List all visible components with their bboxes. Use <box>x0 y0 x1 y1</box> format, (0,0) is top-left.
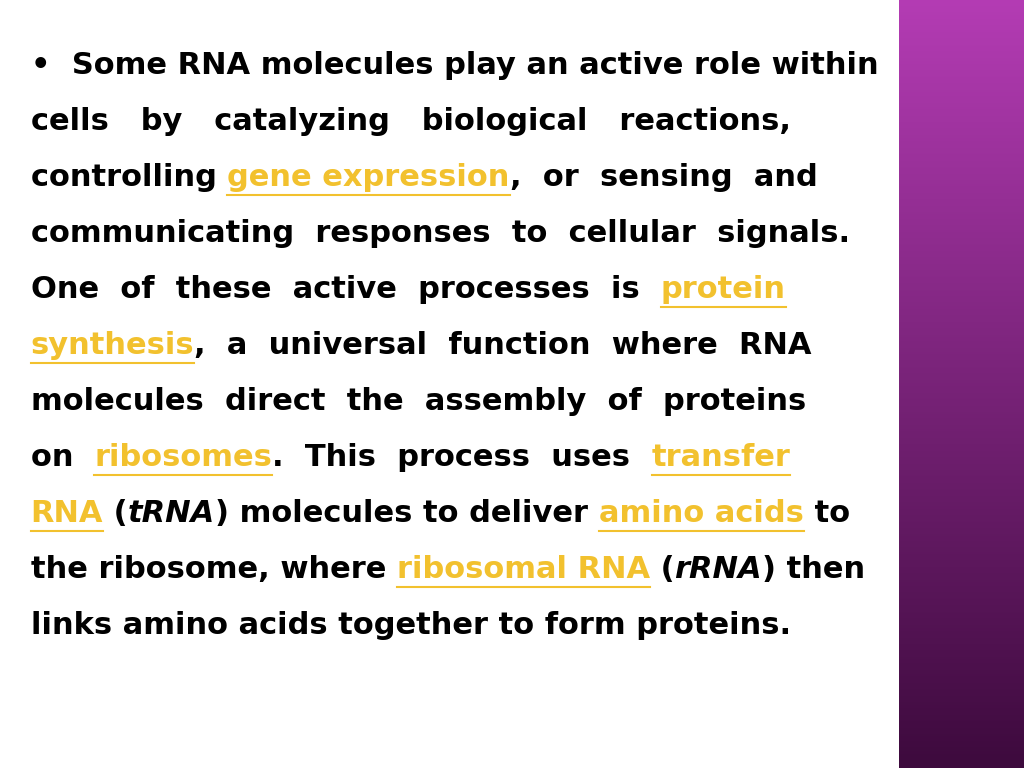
Text: .  This  process  uses: . This process uses <box>272 443 651 472</box>
Text: the ribosome, where: the ribosome, where <box>31 555 396 584</box>
Text: ribosomes: ribosomes <box>94 443 272 472</box>
Text: controlling: controlling <box>31 163 227 192</box>
Text: gene expression: gene expression <box>227 163 510 192</box>
Text: synthesis: synthesis <box>31 331 195 360</box>
Text: (: ( <box>650 555 675 584</box>
Text: communicating  responses  to  cellular  signals.: communicating responses to cellular sign… <box>31 219 850 248</box>
Text: ,  a  universal  function  where  RNA: , a universal function where RNA <box>195 331 812 360</box>
Text: rRNA: rRNA <box>675 555 762 584</box>
Text: ,  or  sensing  and: , or sensing and <box>510 163 817 192</box>
Text: protein: protein <box>660 275 785 304</box>
Text: on: on <box>31 443 94 472</box>
Text: (: ( <box>103 499 128 528</box>
Text: cells   by   catalyzing   biological   reactions,: cells by catalyzing biological reactions… <box>31 107 791 136</box>
Text: tRNA: tRNA <box>128 499 215 528</box>
Text: molecules  direct  the  assembly  of  proteins: molecules direct the assembly of protein… <box>31 387 806 416</box>
Text: RNA: RNA <box>31 499 103 528</box>
Text: amino acids: amino acids <box>599 499 804 528</box>
Text: to: to <box>804 499 850 528</box>
Text: transfer: transfer <box>651 443 791 472</box>
Text: links amino acids together to form proteins.: links amino acids together to form prote… <box>31 611 791 641</box>
Text: ribosomal RNA: ribosomal RNA <box>396 555 650 584</box>
Text: ) then: ) then <box>762 555 865 584</box>
Text: ) molecules to deliver: ) molecules to deliver <box>215 499 599 528</box>
Text: One  of  these  active  processes  is: One of these active processes is <box>31 275 660 304</box>
Text: •  Some RNA molecules play an active role within: • Some RNA molecules play an active role… <box>31 51 879 80</box>
